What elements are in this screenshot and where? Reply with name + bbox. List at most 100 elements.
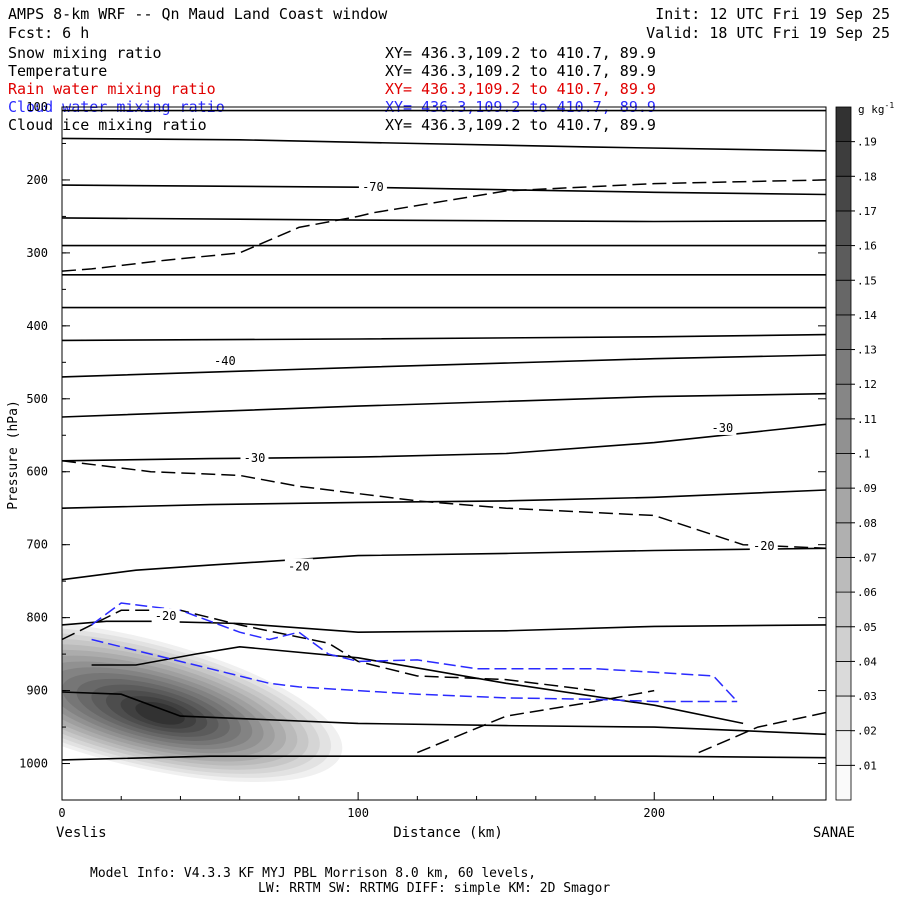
temp-label-7: -20 bbox=[155, 609, 177, 623]
temp-label-3: -30 bbox=[244, 451, 266, 465]
field-name-temperature: Temperature bbox=[8, 62, 108, 80]
colorbar-label-1: .01 bbox=[857, 759, 877, 772]
cloud-water-contours bbox=[91, 602, 738, 703]
colorbar-units-base: g kg bbox=[858, 103, 885, 116]
cloud-water-contour-1 bbox=[91, 602, 738, 703]
x-endpoint-left: Veslis bbox=[56, 825, 107, 841]
model-info-line1: Model Info: V4.3.3 KF MYJ PBL Morrison 8… bbox=[90, 866, 537, 881]
cloud-ice-contour-4 bbox=[417, 689, 655, 754]
chart-title: AMPS 8-km WRF -- Qn Maud Land Coast wind… bbox=[8, 5, 388, 23]
init-time: Init: 12 UTC Fri 19 Sep 25 bbox=[655, 5, 890, 23]
temp-label-2: -40 bbox=[214, 354, 236, 368]
temp-label-6: -20 bbox=[753, 539, 775, 553]
colorbar-label-15: .15 bbox=[857, 274, 877, 287]
x-tick-label-100: 100 bbox=[347, 806, 369, 820]
cloud-water-contour-2 bbox=[91, 638, 738, 703]
y-axis-label: Pressure (hPa) bbox=[6, 400, 21, 510]
colorbar-bin-16 bbox=[835, 210, 852, 246]
colorbar-label-18: .18 bbox=[857, 170, 877, 183]
temp-label-bg-6 bbox=[749, 538, 778, 554]
colorbar: .01 .02 .03 .04 .05 .06 .07 .08 .09 .1 .11 .12 .13 .1… bbox=[835, 106, 877, 801]
y-tick-label-100: 100 bbox=[26, 100, 48, 114]
colorbar-label-11: .11 bbox=[857, 413, 877, 426]
isotherm-3 bbox=[62, 184, 826, 196]
colorbar-bin-6 bbox=[835, 557, 852, 593]
isotherm-16 bbox=[62, 691, 826, 736]
colorbar-label-5: .05 bbox=[857, 621, 877, 634]
model-info-line2: LW: RRTM SW: RRTMG DIFF: simple KM: 2D S… bbox=[258, 881, 611, 896]
colorbar-label-9: .09 bbox=[857, 482, 877, 495]
isotherm-15 bbox=[91, 645, 744, 725]
x-tick-label-200: 200 bbox=[643, 806, 665, 820]
colorbar-bin-14 bbox=[835, 279, 852, 316]
colorbar-bin-18 bbox=[835, 141, 852, 177]
colorbar-bin-10 bbox=[835, 418, 852, 454]
colorbar-label-12: .12 bbox=[857, 378, 877, 391]
y-tick-label-500: 500 bbox=[26, 392, 48, 406]
colorbar-units-exp: -1 bbox=[885, 101, 895, 110]
temp-label-5: -20 bbox=[288, 560, 310, 574]
colorbar-label-19: .19 bbox=[857, 136, 877, 149]
colorbar-bin-13 bbox=[835, 314, 852, 350]
field-xy-snow: XY= 436.3,109.2 to 410.7, 89.9 bbox=[385, 44, 656, 62]
temp-label-bg-5 bbox=[284, 558, 313, 574]
isotherm-13 bbox=[62, 547, 826, 581]
snow-shading bbox=[62, 620, 343, 783]
temp-label-bg-2 bbox=[210, 352, 239, 368]
colorbar-bin-7 bbox=[835, 522, 852, 558]
y-tick-label-700: 700 bbox=[26, 538, 48, 552]
isotherm-14 bbox=[62, 620, 826, 634]
isotherm-17 bbox=[62, 755, 826, 761]
colorbar-label-3: .03 bbox=[857, 690, 877, 703]
colorbar-label-6: .06 bbox=[857, 586, 877, 599]
colorbar-label-10: .1 bbox=[857, 448, 870, 461]
isotherm-11 bbox=[62, 423, 826, 462]
isotherm-2 bbox=[62, 137, 826, 152]
temp-label-bg-1 bbox=[358, 179, 387, 195]
x-axis-label: Distance (km) bbox=[393, 825, 503, 841]
y-tick-label-900: 900 bbox=[26, 684, 48, 698]
temp-label-bg-3 bbox=[240, 449, 269, 465]
cloud-ice-contour-2 bbox=[62, 460, 826, 550]
field-name-cloud-ice: Cloud ice mixing ratio bbox=[8, 116, 207, 134]
y-tick-label-600: 600 bbox=[26, 465, 48, 479]
field-name-rain: Rain water mixing ratio bbox=[8, 80, 216, 98]
cloud-ice-contours bbox=[62, 179, 826, 754]
y-tick-label-800: 800 bbox=[26, 611, 48, 625]
colorbar-label-2: .02 bbox=[857, 725, 877, 738]
axes: 100 200 300 400 500 600 700 800 900 1000 0 100 200 bbox=[19, 100, 826, 820]
snow-level-15 bbox=[135, 701, 185, 725]
colorbar-label-8: .08 bbox=[857, 517, 877, 530]
temp-label-1: -70 bbox=[362, 180, 384, 194]
colorbar-bin-1 bbox=[835, 730, 852, 766]
y-tick-label-1000: 1000 bbox=[19, 757, 48, 771]
field-xy-temperature: XY= 436.3,109.2 to 410.7, 89.9 bbox=[385, 62, 656, 80]
colorbar-label-14: .14 bbox=[857, 309, 877, 322]
forecast-hour: Fcst: 6 h bbox=[8, 24, 90, 42]
colorbar-label-16: .16 bbox=[857, 240, 877, 253]
colorbar-units: g kg-1 bbox=[858, 101, 894, 116]
isotherm-10 bbox=[62, 392, 826, 418]
field-xy-cloud-ice: XY= 436.3,109.2 to 410.7, 89.9 bbox=[385, 116, 656, 134]
colorbar-bin-19 bbox=[835, 106, 852, 142]
colorbar-bin-2 bbox=[835, 695, 852, 731]
colorbar-bin-17 bbox=[835, 175, 852, 212]
colorbar-label-7: .07 bbox=[857, 551, 877, 564]
y-tick-label-200: 200 bbox=[26, 173, 48, 187]
x-endpoint-right: SANAE bbox=[813, 825, 855, 841]
temp-label-4: -30 bbox=[712, 421, 734, 435]
temperature-labels: -70 -40 -30 -30 -20 -20 -20 bbox=[151, 179, 778, 624]
cloud-ice-contour-1 bbox=[62, 179, 826, 272]
temperature-contours bbox=[62, 109, 826, 761]
cloud-ice-contour-3 bbox=[62, 609, 596, 692]
field-name-snow: Snow mixing ratio bbox=[8, 44, 162, 62]
valid-time: Valid: 18 UTC Fri 19 Sep 25 bbox=[646, 24, 890, 42]
colorbar-bin-9 bbox=[835, 453, 852, 489]
isotherm-4 bbox=[62, 217, 826, 223]
colorbar-label-13: .13 bbox=[857, 344, 877, 357]
isotherm-12 bbox=[62, 489, 826, 509]
colorbar-label-17: .17 bbox=[857, 205, 877, 218]
colorbar-bin-11 bbox=[835, 383, 852, 420]
colorbar-bin-8 bbox=[835, 487, 852, 524]
